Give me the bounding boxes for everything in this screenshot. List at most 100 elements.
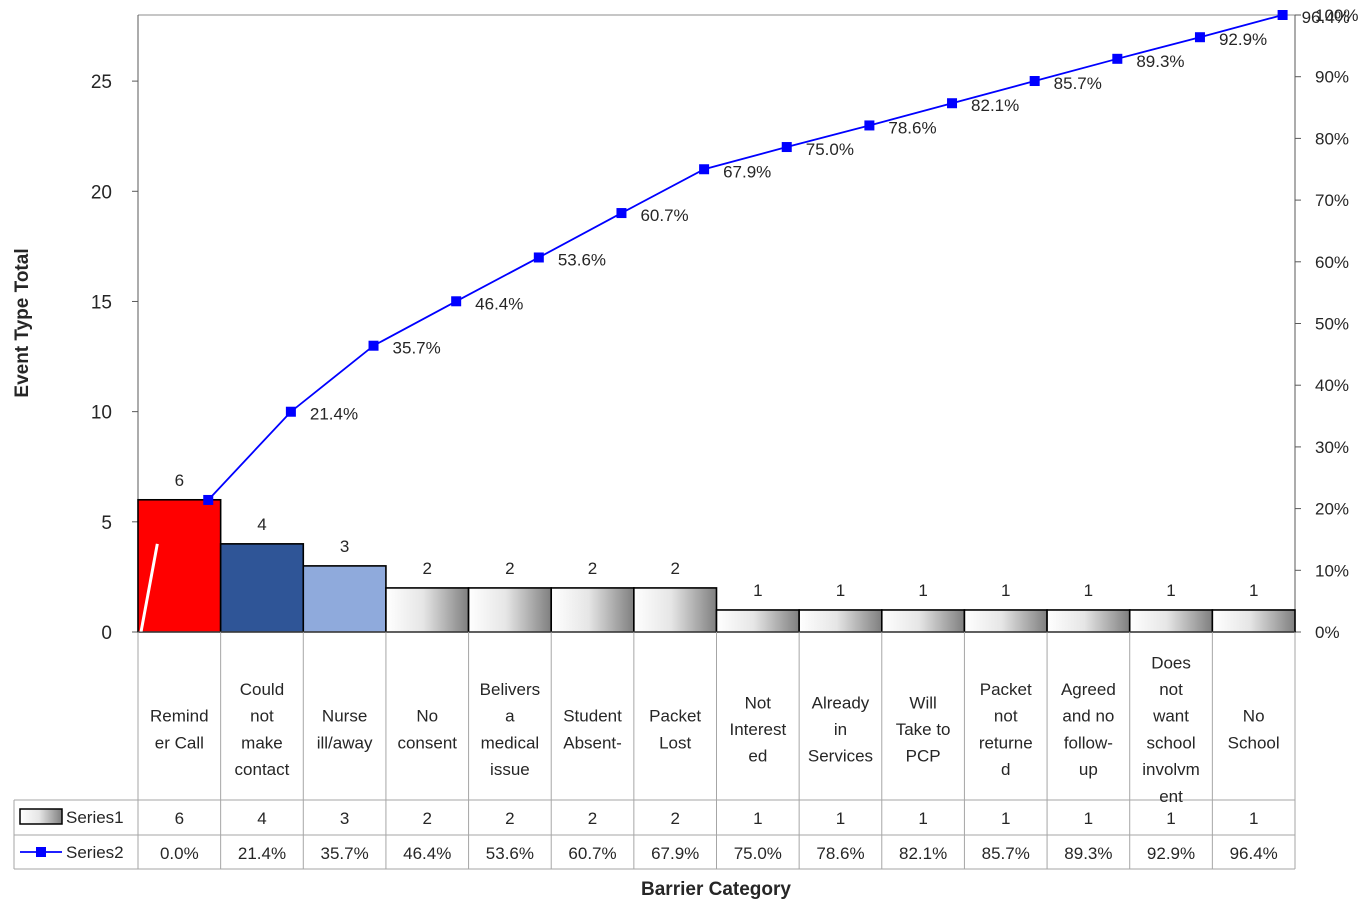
category-label-line: Remind [150, 707, 209, 726]
category-label-line: Does [1151, 653, 1191, 672]
category-label-line: a [505, 707, 515, 726]
plot-frame [138, 14, 1296, 632]
category-label-line: Packet [649, 707, 701, 726]
table-series1-value: 2 [670, 809, 679, 828]
category-label-line: in [834, 720, 847, 739]
category-label-line: follow- [1064, 733, 1113, 752]
category-label-line: Will [909, 693, 936, 712]
category-label-line: not [994, 707, 1018, 726]
series2-marker [947, 98, 958, 109]
bar-value-label: 2 [505, 559, 514, 578]
category-label-line: ed [748, 747, 767, 766]
table-series2-value: 46.4% [403, 844, 451, 863]
category-label-line: Not [745, 693, 772, 712]
series2-marker [781, 142, 792, 153]
series2-marker [1029, 76, 1040, 87]
series2-point-label: 67.9% [723, 162, 771, 181]
category-label-line: Agreed [1061, 680, 1116, 699]
category-label: Packet Lost [649, 707, 701, 753]
series2-point-label: 92.9% [1219, 30, 1267, 49]
bar [880, 609, 966, 633]
bar [467, 587, 553, 633]
bar-value-label: 4 [257, 515, 266, 534]
table-series2-value: 96.4% [1230, 844, 1278, 863]
y2-tick-label: 30% [1315, 438, 1349, 457]
category-label-line: er Call [155, 733, 204, 752]
y-tick-label: 10 [91, 403, 112, 424]
y2-tick-label: 70% [1315, 191, 1349, 210]
series2-point-label: 82.1% [971, 96, 1019, 115]
category-label: Already in Services [808, 693, 873, 765]
y2-tick-label: 90% [1315, 68, 1349, 87]
category-label-line: involvm [1142, 760, 1200, 779]
bar-value-label: 1 [1249, 581, 1258, 600]
bar-value-label: 1 [836, 581, 845, 600]
series2-marker [533, 252, 544, 263]
series2-marker [616, 208, 627, 219]
table-series2-value: 35.7% [321, 844, 369, 863]
category-label-line: up [1079, 760, 1098, 779]
y-axis-title: Event Type Total [12, 248, 33, 397]
category-label-line: consent [397, 733, 457, 752]
series1-legend-key [19, 808, 63, 825]
series2-marker [1194, 32, 1205, 43]
category-label-line: Lost [659, 733, 691, 752]
series2-point-label: 89.3% [1136, 52, 1184, 71]
y2-tick-label: 10% [1315, 561, 1349, 580]
bar [219, 543, 305, 633]
category-label-line: Take to [896, 720, 951, 739]
series2-point-label: 35.7% [393, 339, 441, 358]
series1-legend-label: Series1 [66, 808, 124, 827]
bar [633, 587, 718, 633]
bar-value-label: 1 [1166, 581, 1175, 600]
bar-value-label: 2 [670, 559, 679, 578]
table-series1-value: 1 [1001, 809, 1010, 828]
table-series2-value: 82.1% [899, 844, 947, 863]
series2-legend-marker [36, 847, 46, 857]
category-label-line: returne [979, 733, 1033, 752]
table-series1-value: 3 [340, 809, 349, 828]
bar-value-label: 1 [1084, 581, 1093, 600]
table-series2-value: 75.0% [734, 844, 782, 863]
bar [302, 565, 387, 633]
category-label-line: Already [812, 693, 870, 712]
category-label-line: medical [481, 733, 540, 752]
series2-start-connector [139, 543, 159, 633]
category-label: No School [1228, 707, 1280, 753]
series2-point-label: 78.6% [888, 118, 936, 137]
table-series2-value: 85.7% [982, 844, 1030, 863]
y2-tick-label: 100% [1315, 6, 1358, 25]
bar [963, 609, 1048, 633]
bar-value-label: 6 [175, 471, 184, 490]
table-series2-value: 0.0% [160, 844, 199, 863]
series2-point-label: 75.0% [806, 140, 854, 159]
category-label-line: Interest [729, 720, 786, 739]
bar-value-label: 1 [918, 581, 927, 600]
category-label: Nurse ill/away [317, 707, 373, 753]
category-label: Not Interest ed [729, 693, 786, 765]
table-series1-value: 6 [175, 809, 184, 828]
table-series1-value: 1 [918, 809, 927, 828]
table-series1-value: 4 [257, 809, 266, 828]
category-label: Remind er Call [150, 707, 209, 753]
y-tick-label: 15 [91, 292, 112, 313]
bar [137, 498, 222, 633]
category-label-line: contact [235, 760, 290, 779]
category-label-line: Student [563, 707, 622, 726]
category-label-line: not [1159, 680, 1183, 699]
bar-value-label: 2 [423, 559, 432, 578]
table-series2-value: 89.3% [1064, 844, 1112, 863]
bar-value-label: 2 [588, 559, 597, 578]
table-series2-value: 53.6% [486, 844, 534, 863]
category-label: Will Take to PCP [896, 693, 951, 765]
series2-marker [1112, 53, 1123, 64]
table-series1-value: 1 [1084, 809, 1093, 828]
bar [1211, 609, 1296, 633]
category-label-line: issue [490, 760, 530, 779]
category-label: No consent [397, 707, 457, 753]
category-label-line: d [1001, 760, 1010, 779]
series2-line [207, 14, 1283, 501]
series2-point-label: 53.6% [558, 250, 606, 269]
table-series1-value: 2 [588, 809, 597, 828]
table-series1-value: 2 [505, 809, 514, 828]
